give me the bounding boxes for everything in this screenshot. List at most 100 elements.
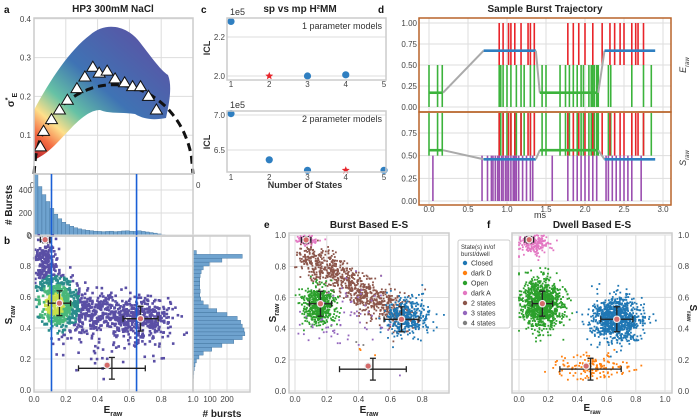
burst-hexbin	[35, 289, 39, 292]
es-point-closed	[396, 307, 399, 309]
es-point-2-states	[392, 304, 395, 307]
es-point-open	[326, 320, 329, 323]
es-point-closed	[419, 305, 422, 308]
es-point-open	[545, 285, 548, 288]
es-point-2-states	[353, 273, 355, 276]
es-point-2-states	[367, 306, 370, 309]
burst-hexbin	[139, 296, 143, 300]
burst-hexbin	[45, 277, 49, 281]
es-point-closed	[411, 301, 414, 303]
es-point-open	[536, 284, 539, 286]
es-point-2-states	[386, 302, 389, 305]
panel-label-c: c	[201, 5, 207, 16]
ytick-label: 0.2	[678, 356, 690, 365]
es-point-2-states	[350, 269, 353, 272]
es-point-2-states	[329, 258, 331, 261]
icl-point	[227, 17, 235, 25]
es-point-closed	[407, 324, 410, 327]
es-point-2-states	[390, 299, 393, 301]
burst-hexbin	[79, 311, 83, 314]
burst-hexbin	[37, 276, 41, 279]
ytick-label: 0.4	[20, 15, 32, 24]
es-point-open	[550, 298, 553, 301]
burst-hexbin	[49, 282, 52, 285]
es-point-2-states	[331, 266, 334, 269]
es-point-2-states	[318, 253, 321, 255]
icl-point	[227, 110, 235, 118]
es-point-open	[548, 293, 551, 296]
es-point-2-states	[326, 264, 329, 267]
es-point-2-states	[303, 250, 306, 252]
es-point-open	[320, 298, 323, 301]
burst-hexbin	[85, 332, 89, 336]
burst-hexbin	[34, 277, 37, 281]
burst-hexbin	[57, 321, 61, 325]
ytick-label: 1.00	[401, 19, 417, 28]
es-point-2-states	[332, 289, 335, 291]
es-point-2-states	[389, 298, 392, 300]
es-point-open	[552, 300, 555, 303]
es-point-2-states	[351, 279, 353, 282]
es-point-2-states	[369, 314, 372, 316]
es-point-open	[540, 319, 542, 321]
es-point-open	[534, 322, 537, 325]
burst-hexbin	[94, 344, 97, 348]
es-point-closed	[396, 316, 398, 319]
es-point-open	[298, 288, 301, 291]
es-point-open	[324, 300, 327, 303]
state-center-errorbar	[338, 357, 407, 381]
burst-hexbin	[62, 296, 66, 299]
burst-hexbin	[111, 316, 114, 320]
es-point-2-states	[324, 266, 327, 269]
burst-hexbin	[97, 305, 101, 309]
es-point-open	[333, 308, 336, 311]
es-point-2-states	[380, 302, 383, 305]
es-point-3-states	[343, 311, 346, 314]
es-point-2-states	[381, 300, 384, 303]
es-point-2-states	[375, 317, 378, 320]
burst-hexbin	[153, 343, 157, 346]
burst-hexbin	[99, 314, 103, 318]
es-point-2-states	[305, 260, 308, 262]
es-point-closed	[402, 314, 405, 317]
burst-hexbin	[94, 320, 98, 324]
burst-hexbin	[142, 334, 145, 338]
es-point-2-states	[354, 286, 357, 289]
es-point-2-states	[392, 319, 395, 322]
es-point-2-states	[340, 260, 343, 263]
es-point-2-states	[365, 286, 368, 288]
es-point-open	[312, 310, 315, 313]
burst-hexbin	[60, 307, 63, 311]
burst-hexbin	[185, 331, 189, 335]
burst-hexbin	[157, 299, 161, 302]
burst-hexbin	[147, 307, 150, 311]
burst-hexbin	[63, 278, 67, 282]
hist-S-bar	[192, 277, 201, 282]
es-point-2-states	[364, 294, 367, 296]
es-point-2-states	[379, 291, 382, 294]
es-point-2-states	[318, 281, 321, 283]
es-point-2-states	[355, 302, 358, 305]
es-point-2-states	[363, 275, 365, 278]
es-point-open	[536, 298, 539, 301]
es-point-2-states	[300, 261, 303, 263]
es-point-closed	[422, 315, 425, 317]
burst-hexbin	[46, 265, 49, 269]
es-point-open	[544, 281, 547, 284]
state-transition-line	[442, 50, 485, 94]
burst-hexbin	[55, 353, 58, 356]
es-point-3-states	[347, 334, 350, 337]
es-point-2-states	[365, 295, 367, 298]
es-point-3-states	[327, 326, 330, 329]
burst-hexbin	[141, 340, 144, 343]
es-point-closed	[388, 306, 391, 309]
es-point-open	[545, 317, 547, 320]
es-point-closed	[417, 303, 420, 306]
es-point-open	[558, 292, 561, 295]
burst-hexbin	[162, 305, 165, 309]
es-point-2-states	[363, 296, 366, 299]
burst-hexbin	[55, 324, 59, 327]
es-point-2-states	[369, 301, 371, 304]
es-point-2-states	[327, 256, 330, 259]
es-point-2-states	[325, 269, 328, 272]
